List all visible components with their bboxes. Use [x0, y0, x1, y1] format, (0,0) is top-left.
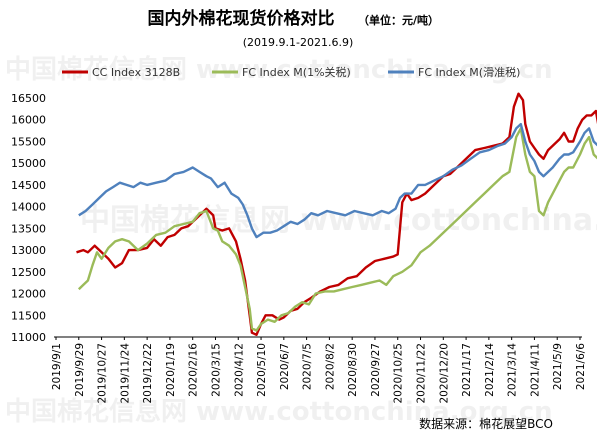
y-tick-label: 12000: [11, 288, 46, 301]
legend-label: FC Index M(1%关税): [242, 65, 351, 79]
series-lines: [76, 92, 597, 336]
y-tick-label: 13500: [11, 222, 46, 235]
y-tick-label: 14500: [11, 179, 46, 192]
legend-label: FC Index M(滑准税): [418, 65, 520, 79]
legend: CC Index 3128B FC Index M(1%关税) FC Index M…: [62, 65, 520, 79]
y-tick-label: 16000: [11, 114, 46, 127]
y-tick-label: 15000: [11, 157, 46, 170]
y-tick-label: 16500: [11, 92, 46, 105]
x-tick-labels: 2019/9/1 2019/9/29 2019/10/27 2019/11/24 201…: [51, 337, 587, 404]
legend-label: CC Index 3128B: [92, 66, 180, 79]
x-tick-label: 2020/4/12: [233, 343, 245, 397]
x-tick-label: 2019/11/24: [119, 343, 131, 404]
x-tick-label: 2020/2/16: [188, 343, 200, 397]
series-line-2: [77, 127, 597, 332]
watermark-text-bottom: 中国棉花信息网 www.cottonchina.org.cn: [5, 396, 553, 427]
x-tick-label: 2021/5/9: [552, 343, 564, 390]
x-tick-label: 2021/4/11: [529, 343, 541, 397]
x-tick-label: 2020/9/27: [370, 343, 382, 397]
y-tick-label: 13000: [11, 244, 46, 257]
x-tick-label: 2020/10/25: [393, 343, 405, 404]
x-tick-label: 2019/10/27: [97, 343, 109, 404]
x-tick-label: 2019/9/29: [74, 343, 86, 397]
y-tick-labels: 16500 16000 15500 15000 14500 14000 13500 13000…: [11, 92, 46, 344]
x-tick-label: 2020/7/5: [302, 343, 314, 390]
watermark-text-center: 中国棉花信息网 www.cottonchina.org.cn: [80, 203, 597, 238]
y-tick-label: 15500: [11, 135, 46, 148]
x-tick-label: 2021/3/14: [507, 343, 519, 397]
x-tick-label: 2020/3/15: [210, 343, 222, 397]
chart-unit: （单位：元/吨）: [358, 13, 439, 27]
x-tick-label: 2021/1/17: [461, 343, 473, 397]
x-tick-label: 2019/12/22: [142, 343, 154, 404]
source-note: 数据来源：棉花展望BCO: [419, 416, 553, 431]
watermark: 中国棉花信息网 www.cottonchina.org.cn 中国棉花信息网 w…: [5, 54, 597, 427]
x-tick-label: 2019/9/1: [51, 343, 63, 390]
y-tick-label: 14000: [11, 201, 46, 214]
x-tick-label: 2020/8/2: [324, 343, 336, 390]
x-tick-label: 2021/6/6: [575, 343, 587, 390]
x-tick-label: 2021/2/14: [484, 343, 496, 397]
series-line-3: [78, 122, 597, 239]
x-tick-label: 2020/5/10: [256, 343, 268, 397]
y-tick-label: 12500: [11, 266, 46, 279]
x-tick-label: 2020/11/22: [416, 343, 428, 404]
x-tick-label: 2020/6/7: [279, 343, 291, 390]
x-tick-label: 2020/8/30: [347, 343, 359, 397]
x-tick-label: 2020/1/19: [165, 343, 177, 397]
series-line-1: [76, 92, 597, 336]
watermark-text-left: 中国棉花信息网 www.cottonchina.org.cn: [5, 54, 553, 85]
x-tick-label: 2020/12/20: [438, 343, 450, 404]
chart-title: 国内外棉花现货价格对比: [148, 8, 335, 29]
y-tick-label: 11000: [11, 331, 46, 344]
chart-subtitle: (2019.9.1-2021.6.9): [243, 36, 354, 49]
y-tick-label: 11500: [11, 309, 46, 322]
